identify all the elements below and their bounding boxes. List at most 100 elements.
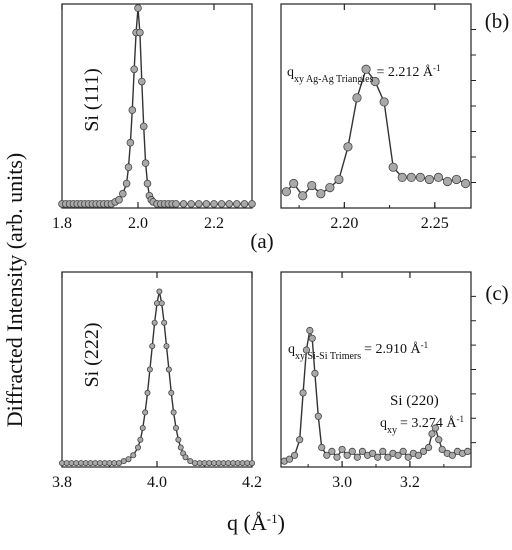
data-point [406,172,416,182]
data-point [433,172,444,182]
data-point [323,451,331,459]
data-point [404,453,412,461]
annotation-si-si-trimers: qxy Si-Si Trimers = 2.910 Å-1 [288,340,428,362]
data-point [374,453,382,461]
panel-frame [61,3,253,209]
data-point [388,162,398,172]
data-point [115,196,123,204]
data-point [202,200,211,208]
data-point [316,189,326,199]
data-point [177,444,184,451]
data-point [379,447,387,455]
data-point [143,179,152,188]
data-point [128,106,137,114]
data-point [306,326,314,335]
data-point [399,447,407,455]
data-point [464,447,472,455]
data-point [296,436,304,444]
x-tick-label: 4.0 [147,474,167,491]
panel-label-c: (c) [485,281,508,305]
data-point [424,443,433,452]
data-point [289,178,299,189]
data-point [328,447,336,455]
annotation-ag-main: q [287,65,294,80]
data-point [248,460,255,467]
data-point [156,288,163,295]
data-point [139,122,148,131]
annotation-si-220: Si (220) [390,393,439,409]
annotation-ag-ag-triangles: qxy Ag-Ag Triangles = 2.212 Å-1 [287,63,440,85]
data-point [438,445,446,454]
x-tick-label: 2.25 [421,215,449,232]
data-point [431,424,439,432]
data-point [394,451,402,459]
y-axis-label: Diffracted Intensity (arb. units) [2,153,27,428]
x-axis-label-end: ) [278,510,285,535]
x-tick-label: 3.0 [332,474,352,491]
data-point [165,366,172,373]
data-point [134,444,141,451]
x-tick-label: 3.8 [52,474,72,491]
data-point [172,424,179,431]
annotation-220-main: q [380,416,387,431]
data-point [379,97,389,107]
data-point [451,174,462,185]
data-point [168,389,175,396]
data-point [435,436,443,444]
data-point [136,28,144,37]
data-point [314,412,322,420]
data-point [130,65,139,74]
data-point [240,200,249,208]
data-point [370,76,380,87]
x-axis-label-main: q (Å [227,510,267,535]
data-point [195,200,203,208]
panel-label-b: (b) [485,9,510,33]
annotation-trimer-sub: xy Si-Si Trimers [295,351,361,362]
data-point [130,452,137,459]
data-point [333,453,341,461]
annotation-ag-value: = 2.212 Å [376,64,433,80]
data-point [419,447,428,455]
data-point [334,174,344,185]
data-point [307,180,317,191]
data-point [151,319,158,326]
data-point [318,443,326,452]
data-point [415,172,425,182]
data-point [225,200,234,208]
data-point [281,187,292,197]
data-point [142,409,149,416]
data-point [141,159,150,167]
data-point [325,183,335,193]
data-point [308,334,316,342]
annotation-220-sub: xy [387,425,397,436]
annotation-220-sup: -1 [457,414,465,424]
panel-b: 2.20 2.25 [280,3,476,232]
data-point [122,179,131,188]
x-tick-label: 2.2 [204,215,224,232]
x-tick-label: 2.0 [128,215,148,232]
data-point [146,366,153,373]
panel-c: 3.0 3.2 [280,271,476,491]
data-point [299,389,307,397]
data-point [352,93,362,103]
annotation-si-220-q: qxy = 3.274 Å-1 [380,414,464,436]
data-point [139,424,146,431]
x-tick-label: 4.2 [242,474,262,491]
annotation-trimer-main: q [288,342,295,357]
data-point [210,200,218,208]
data-point [442,176,453,187]
data-point [138,77,146,86]
data-point [343,451,351,459]
data-point [187,200,196,208]
data-point [125,456,132,463]
data-point [348,447,356,455]
data-point [338,445,346,454]
data-point [384,453,392,461]
panel-label-a: (a) [250,229,273,253]
panel-a-bottom: 3.8 4.0 4.2 [52,271,262,491]
annotation-220-value: = 3.274 Å [400,415,457,431]
data-point [144,389,151,396]
x-tick-label: 3.2 [400,474,420,491]
data-point [170,409,177,416]
